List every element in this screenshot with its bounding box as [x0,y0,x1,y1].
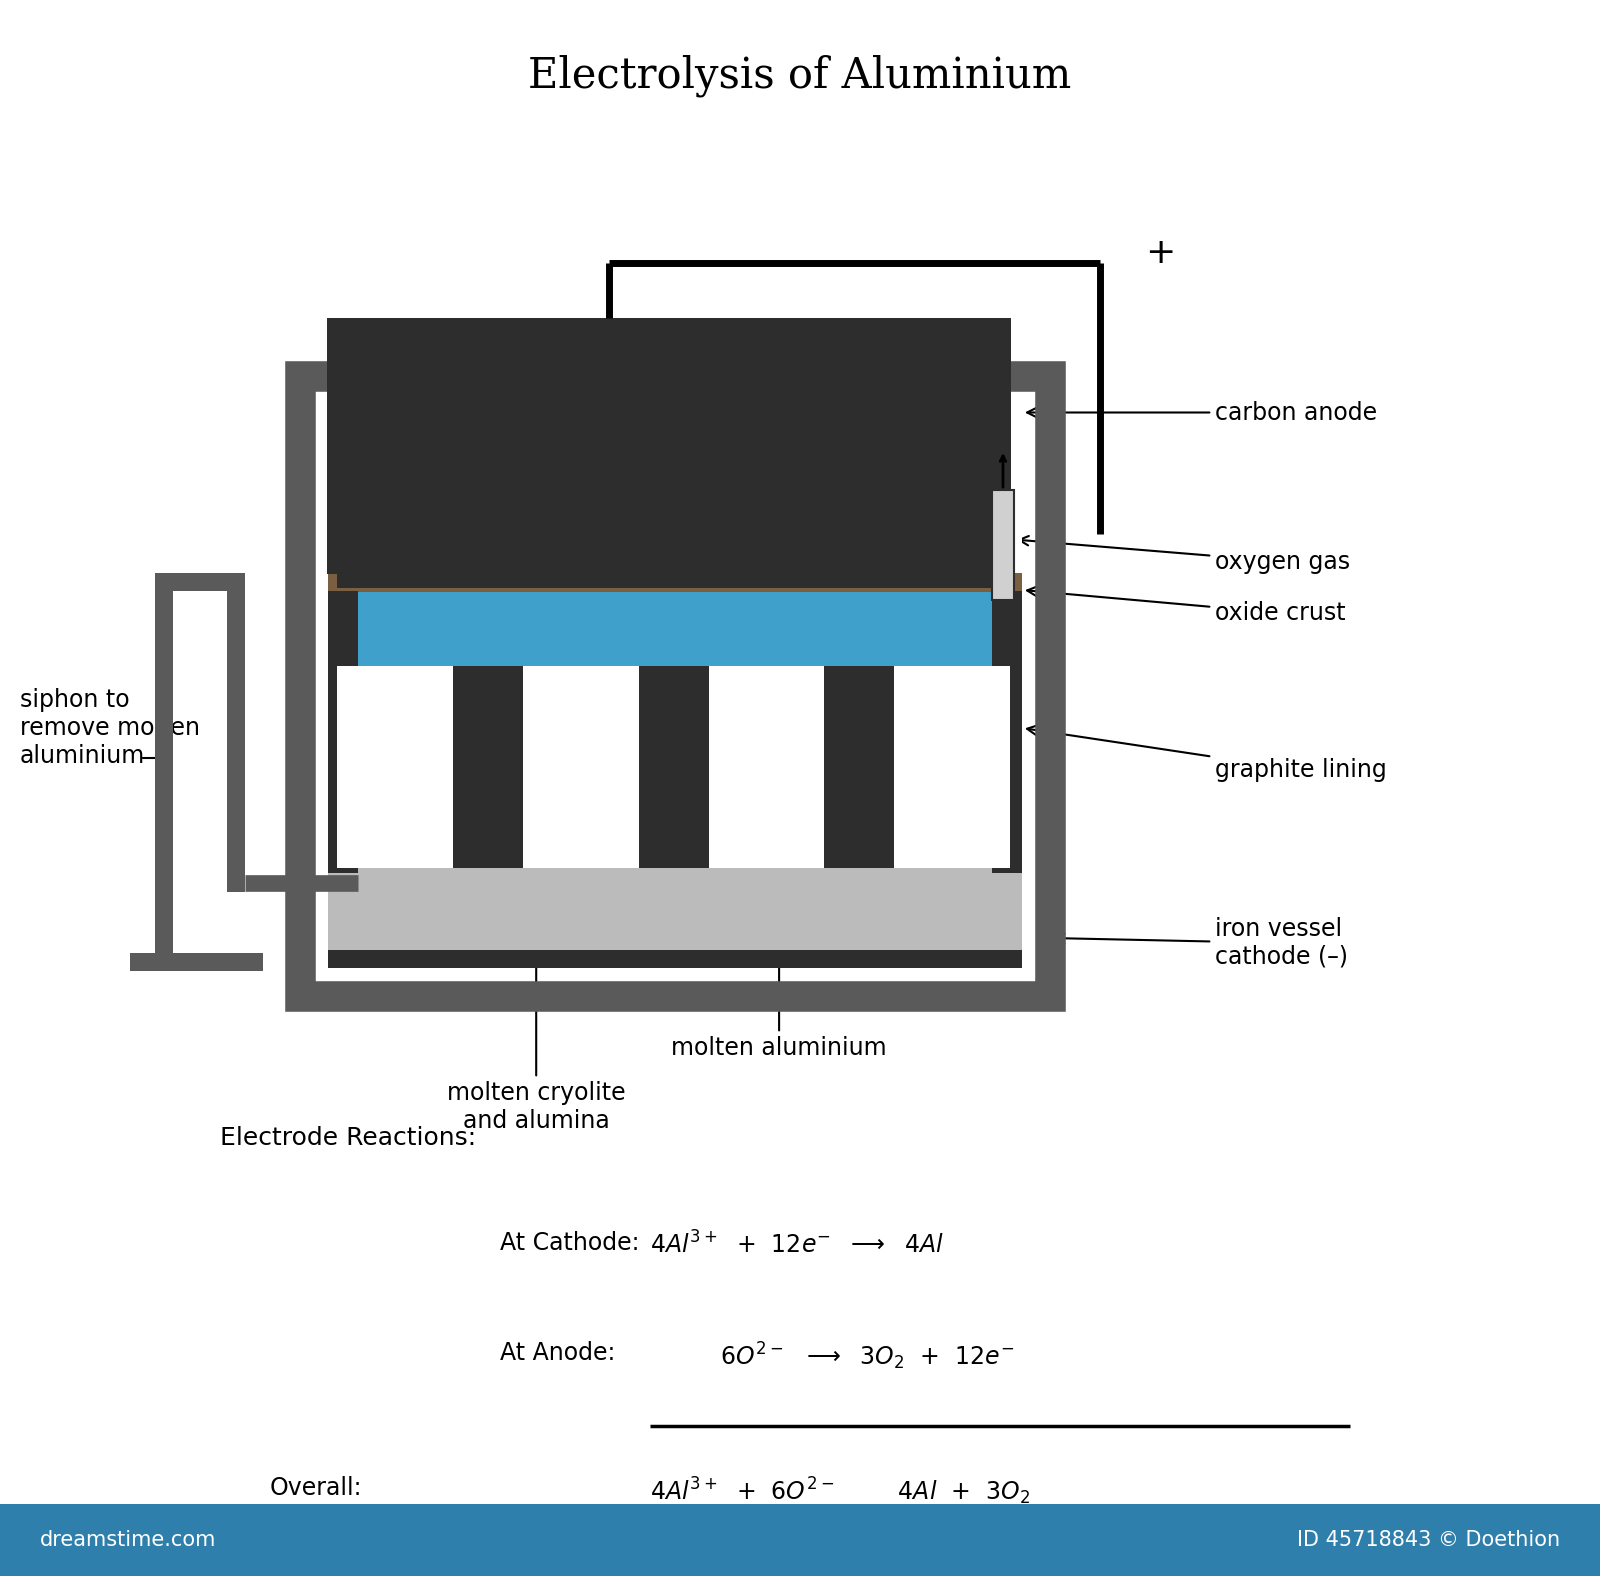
Text: Electrolysis of Aluminium: Electrolysis of Aluminium [528,55,1072,98]
Text: $4Al^{3+}$  +  $6O^{2-}$        $4Al$  +  $3O_2$: $4Al^{3+}$ + $6O^{2-}$ $4Al$ + $3O_2$ [650,1477,1030,1507]
Bar [338,318,1010,588]
Bar [328,403,1022,968]
Text: At Cathode:: At Cathode: [499,1231,640,1254]
Bar [894,667,1010,868]
Bar [328,950,1022,968]
Bar [328,586,1022,593]
Text: $6O^{2-}$  $\longrightarrow$  $3O_2$  +  $12e^{-}$: $6O^{2-}$ $\longrightarrow$ $3O_2$ + $12… [720,1341,1014,1373]
Bar [301,377,1050,996]
Text: siphon to
remove molten
aluminium: siphon to remove molten aluminium [19,689,200,768]
Bar [227,574,245,892]
Text: iron vessel
cathode (–): iron vessel cathode (–) [1054,917,1347,969]
Text: Overall:: Overall: [270,1477,363,1500]
Text: dreamstime.com: dreamstime.com [40,1530,216,1551]
Bar [992,490,1014,600]
Bar [824,667,894,868]
Bar [326,318,1011,574]
Text: carbon anode: carbon anode [1027,400,1378,424]
Text: molten cryolite
and alumina: molten cryolite and alumina [446,919,626,1133]
Bar [523,667,638,868]
Bar [638,667,709,868]
Text: +: + [1146,236,1174,269]
Bar [328,583,358,873]
Text: At Anode:: At Anode: [499,1341,616,1365]
Text: Electrode Reactions:: Electrode Reactions: [221,1125,477,1150]
Bar [130,953,262,971]
Text: graphite lining: graphite lining [1027,725,1387,782]
Bar [0,1504,1600,1576]
Bar [155,574,173,953]
Text: molten aluminium: molten aluminium [672,924,886,1061]
Bar [992,583,1022,873]
Bar [338,667,453,868]
Bar [155,574,245,591]
Bar [328,868,1022,968]
Text: oxide crust: oxide crust [1027,586,1346,626]
Bar [328,588,1022,868]
Bar [709,667,824,868]
Text: ID 45718843 © Doethion: ID 45718843 © Doethion [1298,1530,1560,1551]
Text: $4Al^{3+}$  +  $12e^{-}$  $\longrightarrow$  $4Al$: $4Al^{3+}$ + $12e^{-}$ $\longrightarrow$… [650,1231,944,1258]
Bar [328,574,1022,591]
Text: oxygen gas: oxygen gas [1019,536,1350,574]
Bar [453,667,523,868]
